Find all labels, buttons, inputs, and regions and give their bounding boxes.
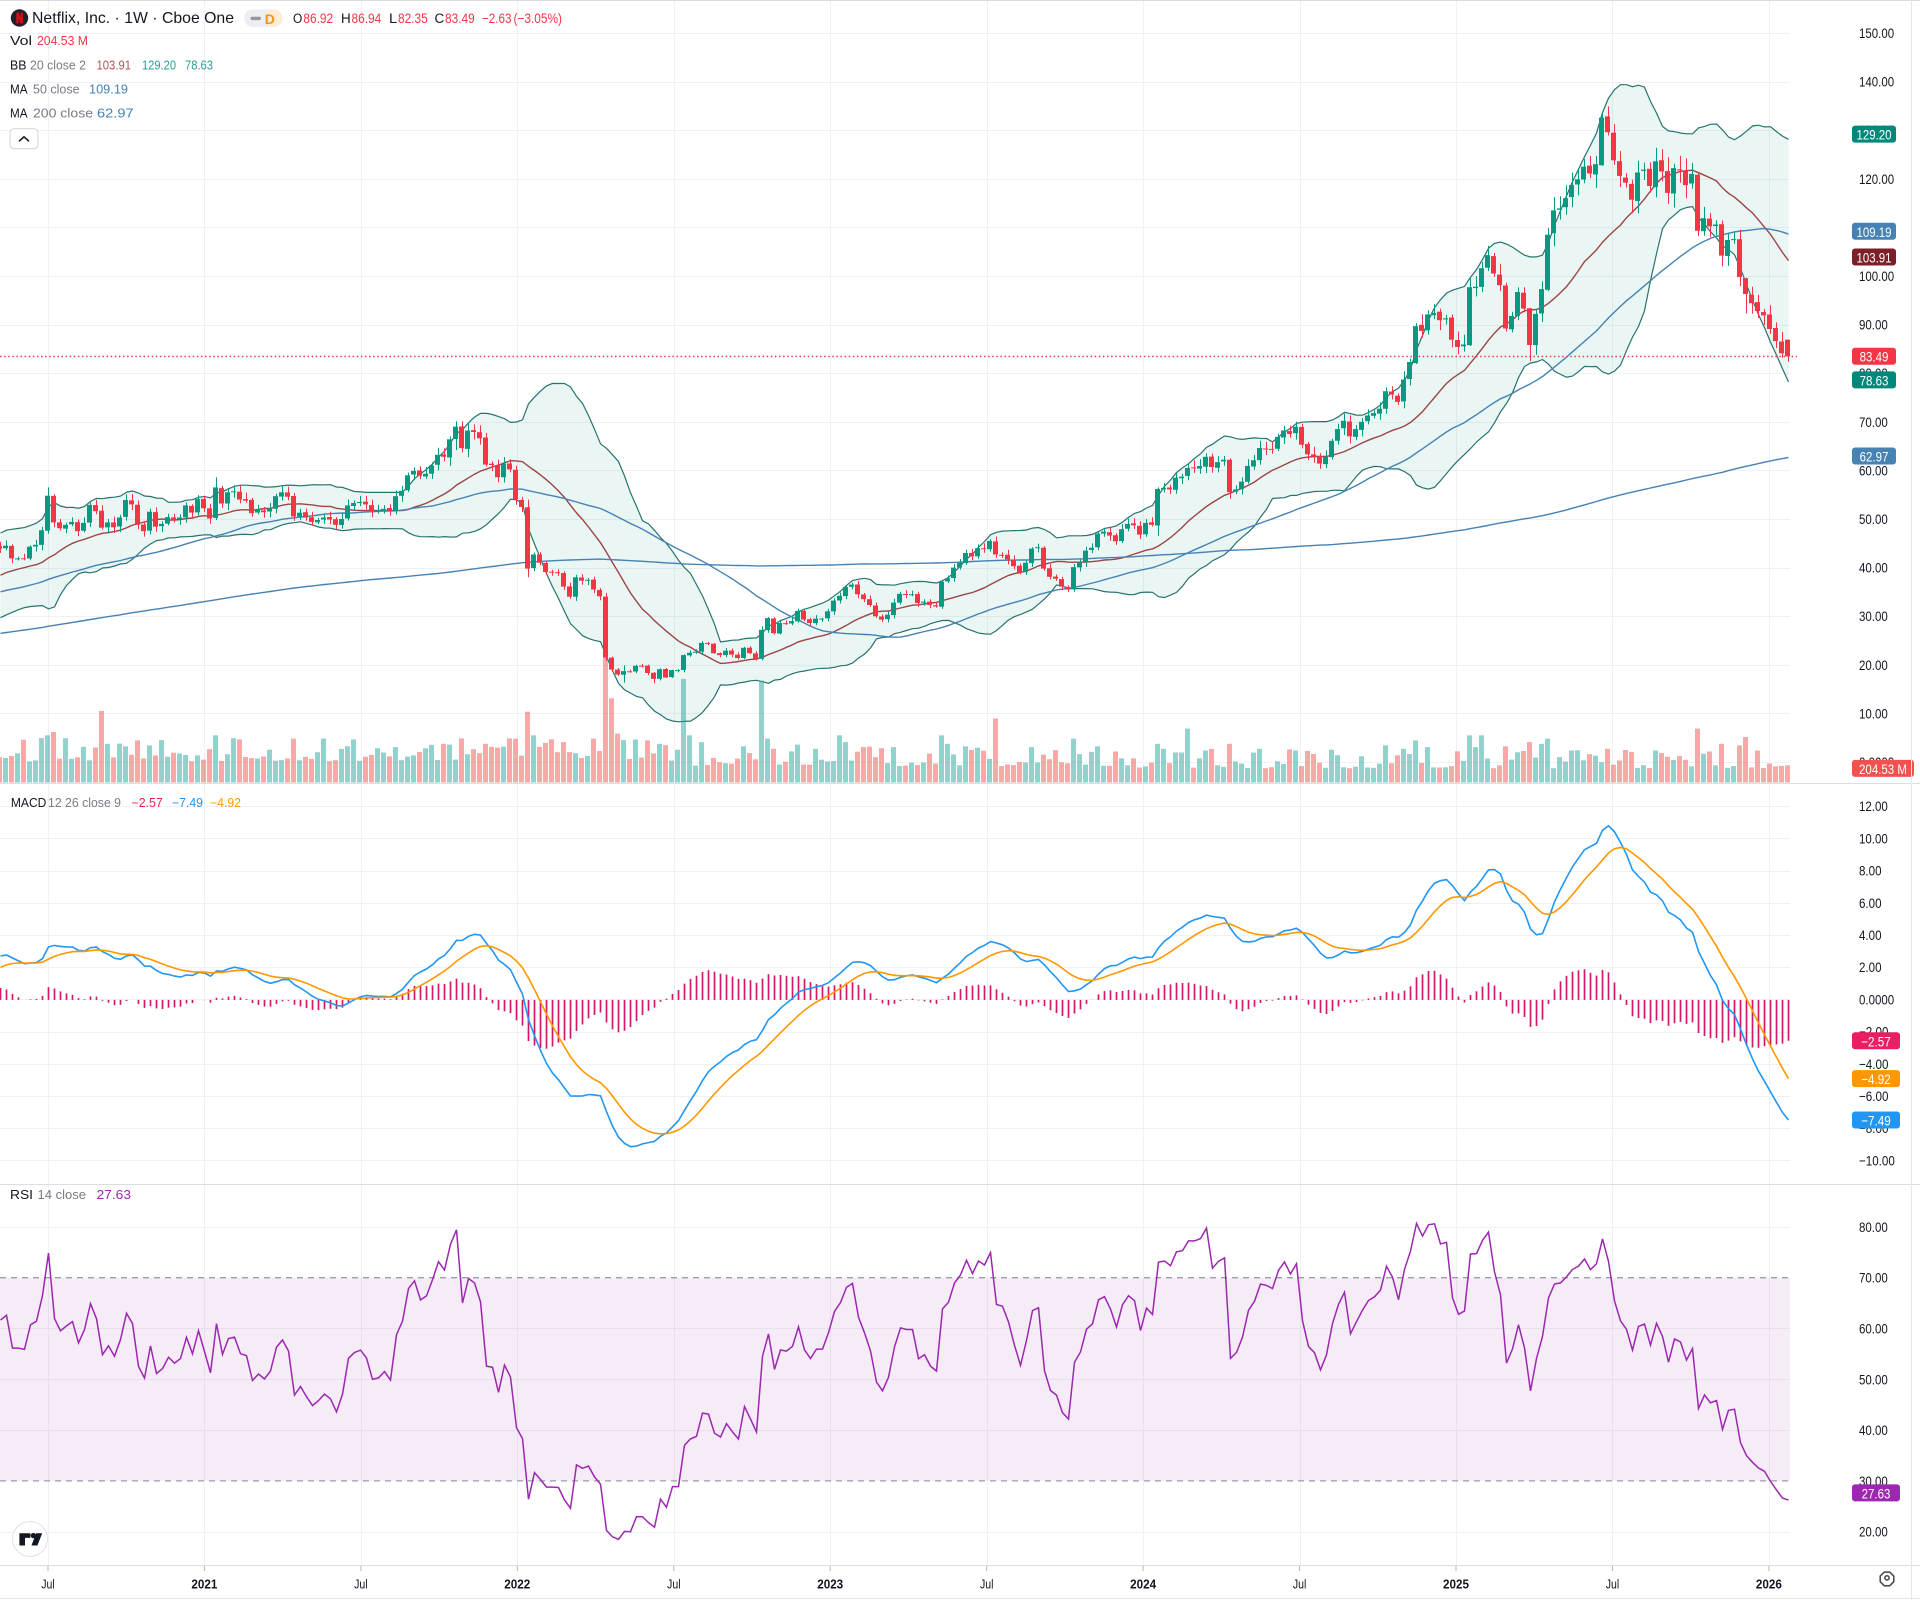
svg-text:Jul: Jul [1293,1577,1307,1592]
svg-text:14 close: 14 close [38,1188,87,1202]
svg-text:40.00: 40.00 [1859,560,1888,576]
svg-text:109.19: 109.19 [1856,224,1891,240]
svg-text:MA: MA [10,82,28,96]
svg-text:50.00: 50.00 [1859,1371,1888,1387]
svg-text:−6.00: −6.00 [1859,1088,1889,1104]
svg-text:2024: 2024 [1130,1577,1157,1592]
svg-text:62.97: 62.97 [1860,449,1889,465]
svg-text:Jul: Jul [667,1577,681,1592]
svg-text:10.00: 10.00 [1859,830,1888,846]
svg-text:62.97: 62.97 [97,106,134,120]
svg-text:27.63: 27.63 [1862,1485,1891,1501]
svg-text:−7.49: −7.49 [1861,1113,1891,1129]
svg-text:2025: 2025 [1443,1577,1469,1592]
svg-text:L: L [389,11,398,26]
svg-text:78.63: 78.63 [1860,372,1889,388]
svg-text:BB: BB [10,59,27,73]
svg-text:C: C [435,11,445,26]
svg-text:70.00: 70.00 [1859,1270,1888,1286]
svg-text:60.00: 60.00 [1859,462,1888,478]
svg-text:78.63: 78.63 [185,59,213,73]
svg-text:Jul: Jul [980,1577,994,1592]
svg-text:83.49: 83.49 [1860,349,1889,365]
svg-text:RSI: RSI [10,1188,33,1202]
svg-text:2023: 2023 [817,1577,843,1592]
svg-text:8.00: 8.00 [1859,863,1882,879]
svg-text:20 close 2: 20 close 2 [30,59,86,73]
svg-text:40.00: 40.00 [1859,1422,1888,1438]
svg-text:80.00: 80.00 [1859,1219,1888,1235]
svg-text:103.91: 103.91 [97,59,132,73]
svg-text:−10.00: −10.00 [1859,1152,1895,1168]
svg-text:Jul: Jul [1606,1577,1620,1592]
svg-text:Vol: Vol [10,34,32,48]
svg-text:129.20: 129.20 [142,59,176,73]
svg-text:−4.92: −4.92 [210,796,241,810]
svg-text:10.00: 10.00 [1859,705,1888,721]
svg-text:50.00: 50.00 [1859,511,1888,527]
svg-text:MA: MA [10,106,28,120]
svg-text:12.00: 12.00 [1859,798,1888,814]
svg-text:120.00: 120.00 [1859,171,1894,187]
svg-text:2.00: 2.00 [1859,959,1882,975]
svg-text:204.53 M: 204.53 M [1859,761,1907,777]
svg-text:D: D [265,11,275,27]
svg-text:−2.57: −2.57 [1861,1033,1891,1049]
svg-text:60.00: 60.00 [1859,1321,1888,1337]
svg-text:30.00: 30.00 [1859,608,1888,624]
svg-text:0.0000: 0.0000 [1859,991,1894,1007]
svg-text:129.20: 129.20 [1856,127,1891,143]
svg-text:200 close: 200 close [33,106,93,120]
svg-text:−4.00: −4.00 [1859,1056,1889,1072]
svg-text:O: O [293,11,302,26]
svg-text:204.53 M: 204.53 M [37,34,88,48]
svg-text:20.00: 20.00 [1859,657,1888,673]
svg-text:2026: 2026 [1756,1577,1782,1592]
svg-text:−2.57: −2.57 [132,796,163,810]
svg-text:86.94: 86.94 [352,11,382,26]
svg-text:86.92: 86.92 [303,11,333,26]
svg-text:90.00: 90.00 [1859,317,1888,333]
svg-text:150.00: 150.00 [1859,25,1894,41]
svg-text:2022: 2022 [504,1577,530,1592]
svg-text:−2.63: −2.63 [482,11,512,26]
svg-text:27.63: 27.63 [97,1188,132,1202]
svg-text:100.00: 100.00 [1859,268,1894,284]
svg-text:Jul: Jul [354,1577,368,1592]
svg-text:20.00: 20.00 [1859,1524,1888,1540]
svg-text:83.49: 83.49 [445,11,475,26]
svg-text:4.00: 4.00 [1859,927,1882,943]
svg-text:2021: 2021 [191,1577,217,1592]
svg-text:−4.92: −4.92 [1861,1071,1891,1087]
svg-text:(−3.05%): (−3.05%) [514,11,563,26]
svg-text:6.00: 6.00 [1859,895,1882,911]
svg-text:50 close: 50 close [33,82,80,96]
svg-text:H: H [341,11,351,26]
svg-text:Jul: Jul [41,1577,55,1592]
svg-text:103.91: 103.91 [1856,250,1891,266]
svg-text:140.00: 140.00 [1859,74,1894,90]
svg-text:109.19: 109.19 [89,82,128,96]
svg-text:70.00: 70.00 [1859,414,1888,430]
svg-text:Netflix, Inc. · 1W · Cboe One: Netflix, Inc. · 1W · Cboe One [32,10,234,27]
svg-text:−7.49: −7.49 [172,796,203,810]
svg-text:MACD: MACD [11,796,47,810]
svg-text:12 26 close 9: 12 26 close 9 [48,796,121,810]
svg-text:82.35: 82.35 [398,11,428,26]
